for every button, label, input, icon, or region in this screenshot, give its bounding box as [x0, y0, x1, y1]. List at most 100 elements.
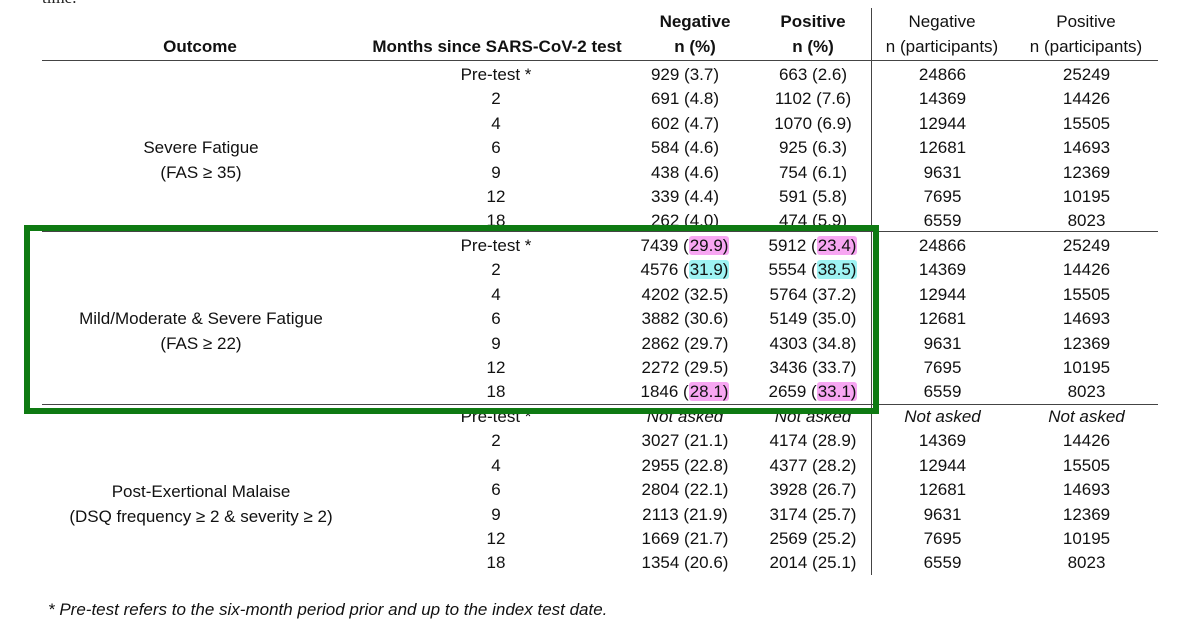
- positive-pct-cell-count: 2659 (: [768, 382, 817, 401]
- negative-pct-cell: 2862 (29.7): [641, 334, 729, 353]
- months-cell: 9: [491, 505, 501, 524]
- positive-pct-cell-highlighted-percent: 23.4): [816, 236, 858, 255]
- header-negative-n-line2: n (participants): [885, 37, 999, 56]
- negative-n-cell: 12944: [918, 456, 967, 475]
- negative-n-cell: 24866: [918, 65, 967, 84]
- negative-n-cell: 12681: [918, 138, 967, 157]
- outcome-name: Severe Fatigue: [143, 138, 259, 157]
- negative-pct-cell: 4576 (31.9): [630, 258, 740, 282]
- months-cell: 12: [486, 358, 506, 377]
- positive-pct-cell: 2569 (25.2): [769, 529, 857, 548]
- positive-pct-cell: 5912 (23.4): [757, 234, 869, 258]
- highlight-box: [24, 225, 879, 414]
- positive-n-cell: 12369: [1062, 505, 1111, 524]
- positive-n-cell: 14693: [1062, 309, 1111, 328]
- months-cell: 4: [491, 285, 501, 304]
- header-positive-pct: Positive n (%): [750, 9, 876, 59]
- positive-n-cell: 8023: [1067, 553, 1106, 572]
- negative-pct-cell-highlighted-percent: 28.1): [688, 382, 730, 401]
- footnote: * Pre-test refers to the six-month perio…: [48, 600, 608, 619]
- outcome-post-exertional-malaise: Post-Exertional Malaise (DSQ frequency ≥…: [42, 479, 360, 529]
- negative-n-cell: 6559: [923, 211, 962, 230]
- months-cell: Pre-test *: [460, 65, 532, 84]
- negative-n-cell: 6559: [923, 553, 962, 572]
- negative-pct-cell: 1354 (20.6): [641, 553, 729, 572]
- negative-pct-cell: 2272 (29.5): [641, 358, 729, 377]
- negative-pct-cell-highlighted-percent: 29.9): [688, 236, 730, 255]
- negative-n-cell: 9631: [923, 163, 962, 182]
- negative-n-cell: 12944: [918, 114, 967, 133]
- group-divider-1: [42, 231, 1158, 232]
- positive-pct-cell: 5149 (35.0): [769, 309, 857, 328]
- months-cell: 6: [491, 480, 501, 499]
- months-cell: 2: [491, 431, 501, 450]
- positive-n-cell: 15505: [1062, 456, 1111, 475]
- positive-pct-cell: 5554 (38.5): [757, 258, 869, 282]
- positive-pct-cell: 663 (2.6): [778, 65, 848, 84]
- negative-n-cell: 14369: [918, 260, 967, 279]
- months-cell: 6: [491, 138, 501, 157]
- header-positive-pct-line1: Positive: [780, 12, 846, 31]
- header-negative-n-line1: Negative: [908, 12, 976, 31]
- outcome-criterion: (FAS ≥ 35): [160, 163, 242, 182]
- negative-n-cell: 7695: [923, 529, 962, 548]
- header-negative-pct-line2: n (%): [674, 37, 716, 56]
- outcome-criterion: (DSQ frequency ≥ 2 & severity ≥ 2): [69, 507, 333, 526]
- negative-pct-cell: 584 (4.6): [650, 138, 720, 157]
- months-cell: 4: [491, 456, 501, 475]
- negative-pct-cell: 2113 (21.9): [642, 505, 728, 524]
- header-negative-pct-line1: Negative: [659, 12, 731, 31]
- months-cell: 18: [486, 553, 506, 572]
- header-rule: [42, 60, 1158, 61]
- negative-n-cell: 24866: [918, 236, 967, 255]
- months-cell: 9: [491, 334, 501, 353]
- months-cell: 2: [491, 89, 501, 108]
- positive-pct-cell-highlighted-percent: 38.5): [816, 260, 858, 279]
- positive-pct-cell: 2659 (33.1): [757, 380, 869, 404]
- negative-n-cell: 14369: [918, 431, 967, 450]
- months-cell: 2: [491, 260, 501, 279]
- positive-pct-cell: 1102 (7.6): [774, 89, 852, 108]
- months-cell: 12: [486, 187, 506, 206]
- positive-n-cell: 12369: [1062, 334, 1111, 353]
- negative-pct-cell-count: 1846 (: [640, 382, 689, 401]
- negative-pct-cell-count: 7439 (: [640, 236, 689, 255]
- column-divider: [871, 8, 872, 575]
- header-positive-pct-line2: n (%): [792, 37, 834, 56]
- positive-n-cell: 25249: [1062, 236, 1111, 255]
- negative-pct-cell: 929 (3.7): [650, 65, 720, 84]
- negative-pct-cell: 602 (4.7): [650, 114, 720, 133]
- negative-pct-cell: 438 (4.6): [650, 163, 720, 182]
- positive-pct-cell-count: 5912 (: [768, 236, 817, 255]
- positive-pct-cell-count: 5554 (: [768, 260, 817, 279]
- negative-pct-cell: 2955 (22.8): [641, 456, 729, 475]
- negative-pct-cell: 1846 (28.1): [630, 380, 740, 404]
- positive-n-cell: 10195: [1062, 529, 1111, 548]
- positive-n-cell: 15505: [1062, 114, 1111, 133]
- positive-pct-cell: 3928 (26.7): [769, 480, 857, 499]
- positive-pct-cell: 4303 (34.8): [769, 334, 857, 353]
- months-cell: 12: [486, 529, 506, 548]
- negative-n-cell: 7695: [923, 187, 962, 206]
- negative-n-cell: Not asked: [904, 407, 981, 426]
- negative-n-cell: 7695: [923, 358, 962, 377]
- header-negative-n: Negative n (participants): [876, 9, 1008, 59]
- months-cell: 6: [491, 309, 501, 328]
- negative-n-cell: 14369: [918, 89, 967, 108]
- positive-n-cell: 14693: [1062, 480, 1111, 499]
- positive-pct-cell: 5764 (37.2): [769, 285, 857, 304]
- outcome-name: Post-Exertional Malaise: [111, 482, 291, 501]
- negative-n-cell: 9631: [923, 505, 962, 524]
- outcome-criterion: (FAS ≥ 22): [160, 334, 242, 353]
- negative-pct-cell: 1669 (21.7): [641, 529, 729, 548]
- positive-n-cell: 14426: [1062, 431, 1111, 450]
- positive-pct-cell: 1070 (6.9): [774, 114, 852, 133]
- positive-pct-cell: 3436 (33.7): [769, 358, 857, 377]
- negative-n-cell: 12681: [918, 309, 967, 328]
- positive-pct-cell: 4174 (28.9): [769, 431, 857, 450]
- outcome-severe-fatigue: Severe Fatigue (FAS ≥ 35): [42, 135, 360, 185]
- positive-pct-cell: 4377 (28.2): [769, 456, 857, 475]
- outcome-name: Mild/Moderate & Severe Fatigue: [79, 309, 323, 328]
- negative-pct-cell: 2804 (22.1): [641, 480, 729, 499]
- positive-n-cell: 8023: [1067, 382, 1106, 401]
